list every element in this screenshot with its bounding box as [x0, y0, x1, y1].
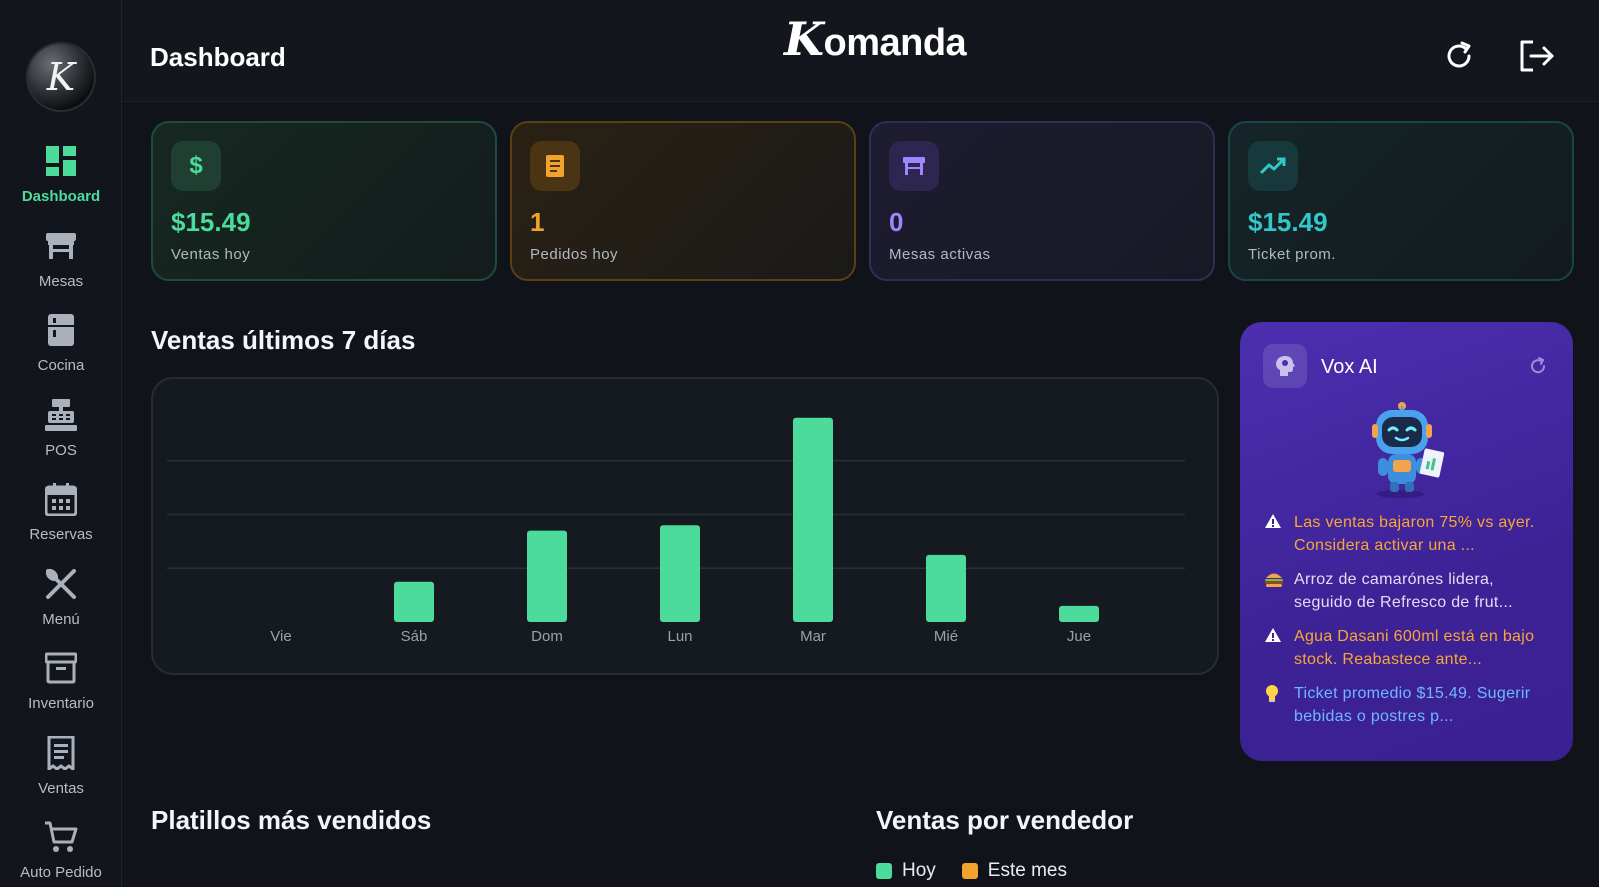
- robot-mascot-icon: [1372, 402, 1445, 498]
- vox-tip-text: Ticket promedio $15.49. Sugerir bebidas …: [1294, 685, 1531, 725]
- refresh-icon: [1447, 41, 1471, 68]
- vox-tip-text: Agua Dasani 600ml está en bajo stock. Re…: [1294, 628, 1535, 668]
- vox-tip-text: Arroz de camarónes lidera, seguido de Re…: [1294, 571, 1513, 611]
- stat-card-ticket-prom: $15.49 Ticket prom.: [1228, 121, 1574, 281]
- chart-tick-label: Vie: [270, 628, 291, 645]
- sidebar-item-mesas[interactable]: Mesas: [0, 229, 122, 313]
- page-title: Dashboard: [150, 42, 286, 72]
- brand-name-rest: omanda: [823, 22, 967, 64]
- legend-label: Hoy: [902, 860, 936, 881]
- sidebar-item-inventario[interactable]: Inventario: [0, 651, 122, 735]
- dashboard-grid-icon: [44, 144, 78, 178]
- trend-up-icon: [1248, 141, 1298, 191]
- sales-chart-svg: Vie Sáb Dom Lun Mar Mié Jue: [167, 417, 1185, 645]
- chart-bar[interactable]: [926, 554, 966, 622]
- stat-value: $15.49: [1248, 207, 1328, 237]
- table-icon: [889, 141, 939, 191]
- sidebar-item-ventas[interactable]: Ventas: [0, 736, 122, 820]
- sidebar-item-label: Reservas: [29, 526, 93, 543]
- legend-label: Este mes: [987, 860, 1067, 881]
- sidebar-item-reservas[interactable]: Reservas: [0, 482, 122, 566]
- legend-item-este-mes[interactable]: Este mes: [961, 860, 1067, 882]
- sidebar-item-label: Inventario: [28, 695, 94, 712]
- table-icon: [44, 229, 78, 263]
- sidebar-item-label: Ventas: [38, 780, 84, 797]
- brain-icon: [1263, 344, 1307, 388]
- sidebar-item-auto-pedido[interactable]: Auto Pedido: [0, 820, 122, 887]
- sellers-title: Ventas por vendedor: [876, 805, 1134, 835]
- sidebar-item-label: Mesas: [38, 273, 84, 290]
- chart-bar[interactable]: [660, 525, 700, 622]
- utensils-icon: [44, 567, 78, 601]
- stat-card-ventas-hoy: $ $15.49 Ventas hoy: [151, 121, 497, 281]
- sidebar-item-label: Dashboard: [21, 188, 101, 205]
- refresh-icon: [1531, 357, 1546, 374]
- warning-icon: [1264, 511, 1294, 557]
- vox-refresh-button[interactable]: [1526, 354, 1550, 378]
- brand-initial: K: [784, 12, 824, 66]
- sidebar-item-label: Auto Pedido: [20, 864, 102, 881]
- vox-title: Vox AI: [1321, 356, 1378, 378]
- chart-tick-label: Lun: [667, 628, 692, 645]
- stat-value: $15.49: [171, 207, 251, 237]
- legend-item-hoy[interactable]: Hoy: [876, 860, 936, 882]
- stat-label: Mesas activas: [889, 246, 991, 263]
- top-dishes-title: Platillos más vendidos: [151, 805, 432, 835]
- sellers-legend: Hoy Este mes: [876, 860, 1093, 882]
- warning-icon: [1264, 625, 1294, 671]
- sidebar-item-label: POS: [45, 442, 77, 459]
- legend-swatch: [876, 863, 892, 879]
- chart-tick-label: Dom: [531, 628, 563, 645]
- sales-chart: Vie Sáb Dom Lun Mar Mié Jue: [151, 377, 1219, 675]
- sidebar-item-menu[interactable]: Menú: [0, 567, 122, 651]
- fridge-icon: [44, 313, 78, 347]
- stat-card-pedidos-hoy: 1 Pedidos hoy: [510, 121, 856, 281]
- sidebar: K Dashboard Mesas Cocina POS: [0, 0, 122, 887]
- stat-card-mesas-activas: 0 Mesas activas: [869, 121, 1215, 281]
- sidebar-item-label: Menú: [42, 611, 80, 628]
- lightbulb-icon: [1264, 682, 1294, 728]
- sidebar-item-cocina[interactable]: Cocina: [0, 313, 122, 397]
- chart-tick-label: Jue: [1067, 628, 1091, 645]
- logo-letter: K: [46, 55, 76, 99]
- order-receipt-icon: [530, 141, 580, 191]
- vox-tip-ticket[interactable]: Ticket promedio $15.49. Sugerir bebidas …: [1264, 682, 1556, 728]
- brand-logo: Komanda: [784, 12, 967, 66]
- vox-tip-text: Las ventas bajaron 75% vs ayer. Consider…: [1294, 514, 1535, 554]
- chart-bar[interactable]: [527, 530, 567, 622]
- stat-label: Pedidos hoy: [530, 246, 619, 263]
- sales-chart-title: Ventas últimos 7 días: [151, 325, 416, 355]
- archive-icon: [44, 651, 78, 685]
- refresh-button[interactable]: [1439, 36, 1479, 76]
- chart-bar[interactable]: [1059, 605, 1099, 622]
- chart-bar[interactable]: [394, 581, 434, 622]
- chart-tick-label: Mar: [800, 628, 826, 645]
- dollar-icon: $: [171, 141, 221, 191]
- stat-value: 0: [889, 207, 904, 237]
- cart-icon: [44, 820, 78, 854]
- logout-button[interactable]: [1517, 36, 1557, 76]
- vox-ai-panel: Vox AI Las ventas ba: [1240, 322, 1573, 761]
- legend-swatch: [961, 863, 978, 879]
- stat-label: Ventas hoy: [171, 246, 251, 263]
- receipt-icon: [44, 736, 78, 770]
- burger-icon: [1264, 568, 1294, 614]
- stat-value: 1: [530, 207, 545, 237]
- chart-tick-label: Mié: [934, 628, 958, 645]
- app-logo[interactable]: K: [28, 44, 94, 110]
- top-header: Dashboard Komanda: [122, 0, 1599, 102]
- vox-tip-sales-drop[interactable]: Las ventas bajaron 75% vs ayer. Consider…: [1264, 511, 1556, 557]
- chart-tick-label: Sáb: [401, 628, 428, 645]
- sidebar-item-dashboard[interactable]: Dashboard: [0, 144, 122, 228]
- logout-icon: [1520, 40, 1554, 72]
- vox-tip-top-dish[interactable]: Arroz de camarónes lidera, seguido de Re…: [1264, 568, 1556, 614]
- chart-bar[interactable]: [793, 417, 833, 622]
- sidebar-item-label: Cocina: [37, 357, 85, 374]
- stat-label: Ticket prom.: [1248, 246, 1336, 263]
- vox-tip-low-stock[interactable]: Agua Dasani 600ml está en bajo stock. Re…: [1264, 625, 1556, 671]
- cash-register-icon: [44, 398, 78, 432]
- sidebar-item-pos[interactable]: POS: [0, 398, 122, 482]
- calendar-icon: [44, 482, 78, 516]
